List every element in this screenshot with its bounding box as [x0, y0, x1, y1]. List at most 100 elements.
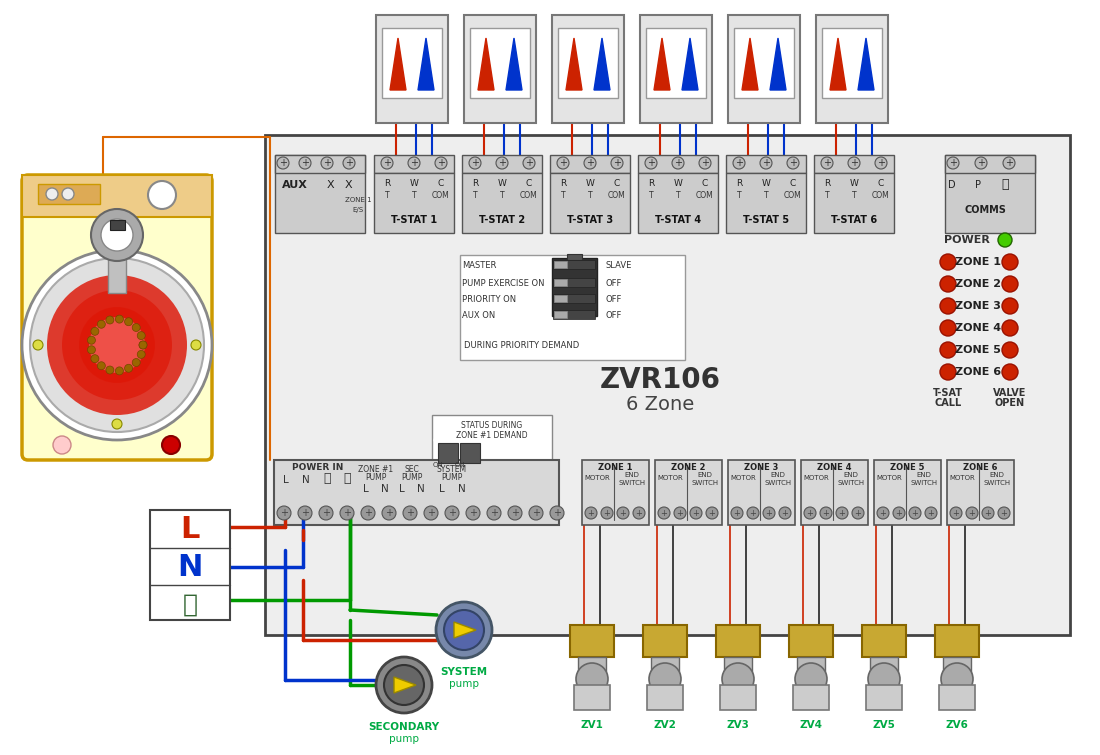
- Text: T: T: [737, 192, 741, 201]
- Text: +: +: [512, 508, 519, 518]
- Text: L: L: [439, 484, 444, 494]
- Circle shape: [584, 157, 596, 169]
- Text: COM: COM: [696, 192, 714, 201]
- Circle shape: [106, 366, 114, 374]
- Circle shape: [795, 663, 827, 695]
- Text: W: W: [673, 178, 682, 187]
- Circle shape: [62, 188, 74, 200]
- Circle shape: [529, 506, 543, 520]
- Bar: [382, 28, 442, 98]
- Text: L: L: [283, 475, 289, 485]
- Circle shape: [550, 506, 564, 520]
- Bar: [275, 155, 365, 233]
- Text: +: +: [949, 158, 957, 168]
- Text: +: +: [437, 158, 446, 168]
- Circle shape: [496, 157, 508, 169]
- Text: VALVE: VALVE: [993, 388, 1026, 398]
- Text: COM: COM: [432, 192, 450, 201]
- Circle shape: [733, 157, 745, 169]
- Circle shape: [46, 188, 58, 200]
- Text: END: END: [990, 472, 1004, 478]
- Text: +: +: [279, 158, 287, 168]
- Text: ZV3: ZV3: [727, 720, 749, 730]
- Text: END: END: [697, 472, 713, 478]
- Circle shape: [298, 506, 312, 520]
- Text: +: +: [734, 509, 740, 517]
- Text: +: +: [553, 508, 561, 518]
- Circle shape: [940, 254, 956, 270]
- Circle shape: [53, 436, 72, 454]
- Bar: [726, 155, 806, 173]
- Polygon shape: [858, 38, 874, 90]
- Bar: [734, 28, 794, 98]
- Text: +: +: [1005, 158, 1013, 168]
- Circle shape: [321, 157, 333, 169]
- Text: N: N: [302, 475, 310, 485]
- Bar: [640, 15, 712, 123]
- Circle shape: [376, 657, 432, 713]
- Text: T-STAT 5: T-STAT 5: [742, 215, 789, 225]
- Text: T: T: [649, 192, 653, 201]
- Text: R: R: [384, 178, 390, 187]
- Text: D: D: [948, 180, 956, 190]
- Text: R: R: [736, 178, 743, 187]
- Polygon shape: [682, 38, 698, 90]
- Text: +: +: [880, 509, 887, 517]
- Polygon shape: [478, 38, 494, 90]
- Circle shape: [950, 507, 962, 519]
- Text: ⏚: ⏚: [183, 593, 198, 617]
- Bar: [935, 625, 979, 657]
- Circle shape: [138, 350, 145, 359]
- Circle shape: [852, 507, 864, 519]
- Text: +: +: [823, 509, 829, 517]
- Polygon shape: [830, 38, 846, 90]
- Bar: [22, 175, 212, 217]
- Text: R: R: [648, 178, 654, 187]
- Text: T: T: [499, 192, 504, 201]
- Text: +: +: [471, 158, 478, 168]
- Text: DURING PRIORITY DEMAND: DURING PRIORITY DEMAND: [464, 341, 580, 350]
- Text: T: T: [587, 192, 592, 201]
- Text: END: END: [916, 472, 932, 478]
- Text: ⏚: ⏚: [323, 473, 331, 485]
- Text: R: R: [560, 178, 566, 187]
- Polygon shape: [418, 38, 434, 90]
- Text: T: T: [675, 192, 680, 201]
- Text: T-STAT 3: T-STAT 3: [566, 215, 613, 225]
- Bar: [554, 295, 566, 302]
- Text: ZV6: ZV6: [946, 720, 968, 730]
- Circle shape: [909, 507, 921, 519]
- Bar: [816, 15, 888, 123]
- Circle shape: [1002, 364, 1018, 380]
- Text: T-STAT 6: T-STAT 6: [830, 215, 877, 225]
- Text: COM: COM: [784, 192, 802, 201]
- Text: PUMP: PUMP: [365, 473, 387, 482]
- Text: END: END: [844, 472, 858, 478]
- Text: SWITCH: SWITCH: [837, 480, 865, 486]
- Bar: [646, 28, 706, 98]
- Circle shape: [947, 157, 959, 169]
- Circle shape: [610, 157, 623, 169]
- Circle shape: [601, 507, 613, 519]
- Bar: [550, 173, 630, 233]
- Bar: [654, 460, 722, 525]
- Circle shape: [940, 663, 974, 695]
- Text: ZONE 6: ZONE 6: [962, 464, 998, 473]
- Text: +: +: [280, 508, 288, 518]
- Text: P: P: [975, 180, 981, 190]
- Text: ZONE 1: ZONE 1: [344, 197, 372, 203]
- Circle shape: [91, 328, 99, 335]
- Polygon shape: [594, 38, 610, 90]
- Circle shape: [732, 507, 742, 519]
- Circle shape: [998, 507, 1010, 519]
- Text: ZONE 4: ZONE 4: [816, 464, 851, 473]
- Bar: [945, 155, 1035, 233]
- Circle shape: [966, 507, 978, 519]
- Circle shape: [672, 157, 684, 169]
- Circle shape: [139, 341, 147, 349]
- Text: ZONE 2: ZONE 2: [671, 464, 705, 473]
- Text: +: +: [427, 508, 434, 518]
- Bar: [462, 173, 542, 233]
- Circle shape: [446, 506, 459, 520]
- Text: 6 Zone: 6 Zone: [626, 396, 694, 414]
